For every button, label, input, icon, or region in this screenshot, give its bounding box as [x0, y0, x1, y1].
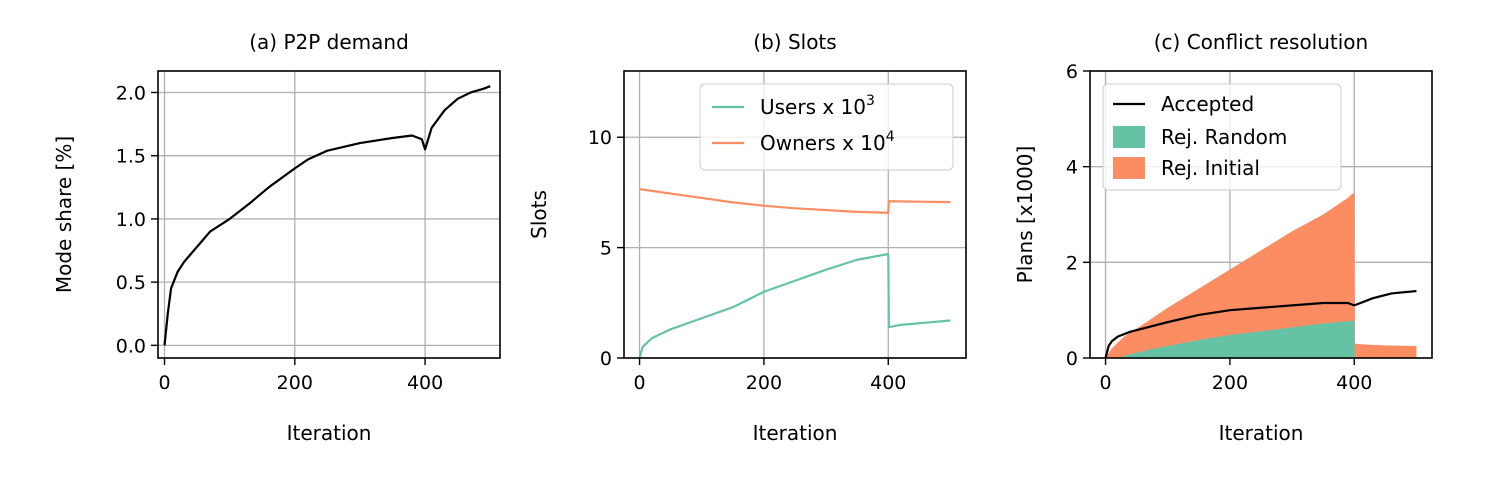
y-tick-label: 0.0	[116, 335, 146, 357]
x-tick-label: 0	[633, 372, 645, 394]
legend-rej-random-swatch	[1113, 126, 1145, 148]
x-tick-label: 400	[870, 372, 906, 394]
panel-conflict-resolution: (c) Conflict resolution 0 200 400 0 2 4 6 Iter…	[1013, 30, 1433, 445]
panel-b-legend: Users x 103 Owners x 104	[699, 83, 954, 171]
panel-c-title: (c) Conflict resolution	[1154, 30, 1368, 54]
panel-b-frame	[623, 70, 967, 359]
y-tick-label: 5	[600, 238, 612, 260]
panel-a-xlabel: Iteration	[287, 421, 372, 445]
area-rej-random	[1105, 320, 1417, 358]
panel-a-grid	[158, 71, 500, 358]
x-tick-label: 200	[746, 372, 782, 394]
y-tick-label: 4	[1066, 157, 1078, 179]
y-tick-label: 10	[588, 127, 612, 149]
panel-c-ticks: 0 200 400 0 2 4 6	[1066, 61, 1372, 394]
panel-c-series	[1104, 192, 1417, 359]
panel-b-xlabel: Iteration	[753, 421, 838, 445]
panel-a-frame	[157, 70, 501, 359]
y-tick-label: 0.5	[116, 272, 146, 294]
panel-p2p-demand: (a) P2P demand 0 200 400 0.0 0.5 1.0 1.5 2.0 It…	[52, 30, 501, 445]
panel-b-legend-box	[699, 83, 954, 171]
panel-a-series	[163, 85, 491, 346]
legend-rej-initial-swatch	[1113, 157, 1145, 179]
y-tick-label: 0	[600, 348, 612, 370]
y-tick-label: 6	[1066, 61, 1078, 83]
legend-owners-label: Owners x 104	[760, 129, 895, 155]
y-tick-label: 2	[1066, 252, 1078, 274]
legend-rej-initial-label: Rej. Initial	[1161, 156, 1260, 180]
panel-c-legend: Accepted Rej. Random Rej. Initial	[1102, 83, 1342, 191]
panel-a-ylabel: Mode share [%]	[52, 136, 76, 293]
y-tick-label: 1.5	[116, 146, 146, 168]
x-tick-label: 200	[277, 372, 313, 394]
panel-b-ylabel: Slots	[527, 190, 551, 239]
panel-c-legend-box	[1102, 83, 1342, 191]
panel-c-ylabel: Plans [x1000]	[1013, 146, 1037, 284]
legend-accepted-label: Accepted	[1161, 92, 1254, 116]
area-rej-initial	[1105, 192, 1417, 358]
x-tick-label: 400	[1336, 372, 1372, 394]
x-tick-label: 0	[158, 372, 170, 394]
x-tick-label: 200	[1212, 372, 1248, 394]
y-tick-label: 1.0	[116, 209, 146, 231]
panel-b-title: (b) Slots	[753, 30, 836, 54]
line-accepted	[1104, 289, 1417, 359]
line-users-x-10	[638, 253, 951, 359]
panel-slots: (b) Slots 0 200 400 0 5 10 Iteration Slots Us…	[527, 30, 967, 445]
legend-users-label: Users x 103	[760, 93, 875, 119]
x-tick-label: 400	[407, 372, 443, 394]
y-tick-label: 2.0	[116, 82, 146, 104]
legend-rej-random-label: Rej. Random	[1161, 125, 1287, 149]
line-owners-x-10	[639, 188, 951, 214]
panel-c-frame	[1089, 70, 1433, 359]
y-tick-label: 0	[1066, 348, 1078, 370]
panel-a-ticks: 0 200 400 0.0 0.5 1.0 1.5 2.0	[116, 82, 443, 394]
panel-b-series	[638, 188, 951, 359]
panel-b-ticks: 0 200 400 0 5 10	[588, 127, 907, 394]
line-series-0	[163, 85, 491, 346]
x-tick-label: 0	[1099, 372, 1111, 394]
panel-a-title: (a) P2P demand	[249, 30, 409, 54]
panel-c-xlabel: Iteration	[1219, 421, 1304, 445]
